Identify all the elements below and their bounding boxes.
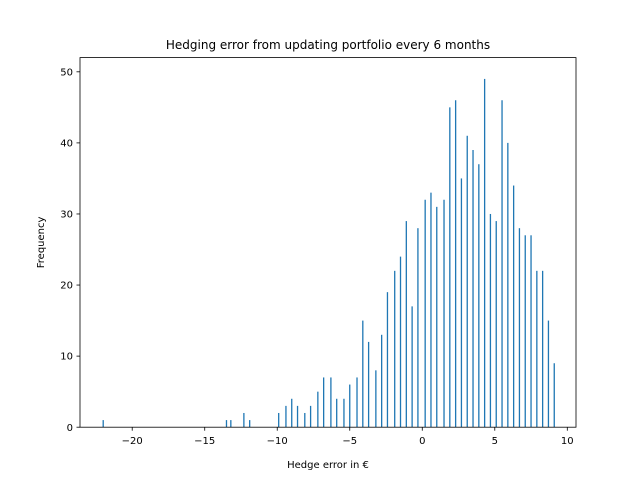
- histogram-bar: [536, 270, 538, 428]
- histogram-bar: [518, 228, 521, 428]
- histogram-bar: [436, 206, 438, 428]
- histogram-bar: [225, 420, 228, 428]
- x-tick-label: −10: [267, 436, 288, 447]
- y-tick-label: 40: [60, 138, 73, 149]
- histogram-bar: [285, 405, 287, 428]
- x-tick-label: 10: [561, 436, 574, 447]
- histogram-bar: [530, 235, 532, 428]
- histogram-bar: [317, 391, 319, 428]
- histogram-bar: [304, 412, 306, 428]
- histogram-bar: [386, 292, 389, 428]
- histogram-bar: [495, 221, 497, 428]
- histogram-bar: [411, 306, 413, 428]
- histogram-bar: [424, 199, 426, 428]
- histogram-bar: [472, 150, 474, 428]
- histogram-bar: [296, 405, 299, 428]
- histogram-bar: [405, 221, 407, 428]
- histogram-bar: [507, 142, 509, 428]
- histogram-bar: [454, 100, 457, 428]
- histogram-bar: [460, 178, 463, 428]
- histogram-bar: [417, 228, 419, 428]
- histogram-bar: [547, 320, 550, 428]
- histogram-bar: [541, 270, 544, 428]
- histogram-bar: [243, 412, 245, 428]
- x-axis-ticks: −20 −15 −10 −5 0 5 10: [122, 427, 574, 447]
- x-tick-label: 5: [492, 436, 498, 447]
- histogram-bar: [394, 270, 396, 428]
- histogram-bar: [524, 235, 526, 428]
- histogram-bar: [512, 185, 515, 428]
- histogram-bar: [349, 384, 351, 428]
- histogram-bar: [430, 192, 432, 428]
- y-axis-ticks: 0 10 20 30 40 50: [60, 67, 80, 434]
- histogram-bar: [478, 164, 480, 428]
- histogram-bar: [249, 420, 251, 428]
- x-tick-label: −5: [342, 436, 357, 447]
- histogram-bar: [399, 256, 402, 428]
- histogram-bar: [343, 398, 345, 428]
- histogram-bar: [449, 107, 451, 428]
- y-tick-label: 50: [60, 67, 73, 78]
- chart-title: Hedging error from updating portfolio ev…: [166, 38, 490, 52]
- histogram-bar: [291, 398, 293, 428]
- histogram-bar: [489, 213, 492, 428]
- histogram-bar: [483, 78, 486, 428]
- histogram-bar: [230, 420, 232, 428]
- bars-layer: [102, 78, 555, 428]
- y-tick-label: 20: [60, 281, 73, 292]
- histogram-bar: [367, 341, 370, 428]
- histogram-bar: [102, 420, 104, 428]
- histogram-bar: [381, 334, 383, 428]
- y-axis-label: Frequency: [36, 216, 47, 268]
- histogram-bar: [466, 135, 468, 428]
- histogram-bar: [375, 370, 377, 428]
- histogram-bar: [323, 377, 325, 428]
- x-axis-label: Hedge error in €: [287, 460, 369, 471]
- plot-frame: [79, 57, 577, 428]
- histogram-bar: [356, 377, 358, 428]
- histogram-bar: [443, 199, 445, 428]
- histogram-bar: [501, 100, 503, 428]
- y-tick-label: 0: [67, 423, 73, 434]
- histogram-bar: [553, 363, 555, 428]
- histogram-bar: [330, 377, 332, 428]
- y-tick-label: 30: [60, 210, 73, 221]
- histogram-bar: [278, 412, 280, 428]
- histogram-bar: [309, 405, 312, 428]
- x-tick-label: −15: [194, 436, 215, 447]
- histogram-bar: [362, 320, 364, 428]
- histogram-bar: [336, 398, 338, 428]
- x-tick-label: 0: [419, 436, 425, 447]
- x-tick-label: −20: [122, 436, 143, 447]
- y-tick-label: 10: [60, 352, 73, 363]
